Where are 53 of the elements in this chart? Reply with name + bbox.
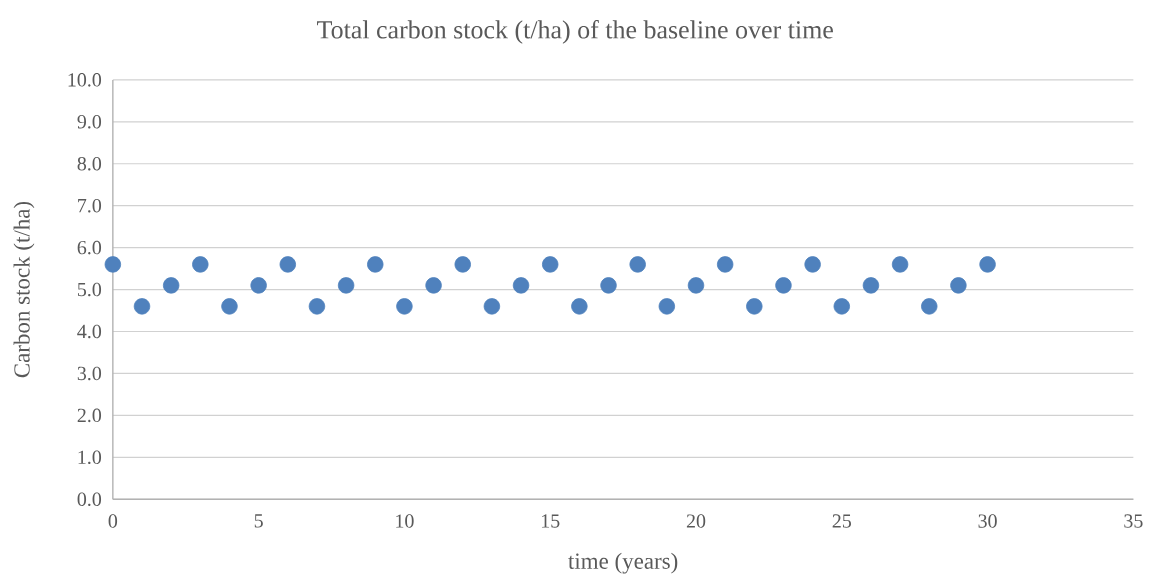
x-tick-label: 15 — [541, 514, 560, 528]
point — [192, 256, 209, 273]
point — [833, 298, 850, 315]
point — [250, 277, 267, 294]
point — [921, 298, 938, 315]
point — [162, 277, 180, 294]
point — [600, 277, 617, 294]
point — [629, 256, 646, 273]
point — [658, 298, 676, 315]
y-tick-label: 9.0 — [77, 114, 102, 129]
y-axis-title: Carbon stock (t/ha) — [13, 201, 35, 378]
point — [950, 277, 967, 294]
point — [308, 298, 326, 315]
y-tick-label: 2.0 — [77, 408, 102, 423]
point — [337, 277, 355, 294]
point — [367, 256, 384, 273]
point — [396, 298, 413, 315]
x-tick-label: 0 — [108, 514, 118, 528]
point — [104, 256, 122, 273]
point — [746, 298, 763, 315]
y-tick-label: 10.0 — [68, 72, 102, 87]
y-tick-label: 4.0 — [77, 324, 102, 339]
x-tick-label: 5 — [254, 514, 263, 528]
x-axis-title: time (years) — [568, 552, 678, 574]
point — [862, 277, 880, 294]
chart-title: Total carbon stock (t/ha) of the baseline over time — [317, 19, 833, 44]
y-tick-label: 5.0 — [77, 282, 102, 297]
y-tick-label: 8.0 — [77, 156, 102, 171]
y-tick-label: 1.0 — [78, 450, 102, 464]
y-tick-label: 7.0 — [78, 198, 102, 213]
point — [279, 256, 296, 273]
x-tick-label: 20 — [686, 514, 706, 528]
x-tick-label: 25 — [832, 514, 851, 528]
y-tick-label: 6.0 — [77, 240, 102, 255]
point — [891, 256, 909, 273]
x-tick-label: 30 — [978, 514, 997, 528]
point — [571, 298, 588, 315]
y-tick-label: 0.0 — [77, 492, 102, 506]
point — [483, 298, 501, 315]
y-tick-label: 3.0 — [77, 366, 102, 381]
point — [512, 277, 530, 294]
point — [542, 256, 559, 273]
point — [716, 256, 734, 273]
point — [979, 256, 996, 273]
point — [687, 277, 705, 294]
point — [804, 256, 821, 273]
x-tick-label: 10 — [396, 514, 414, 528]
point — [454, 256, 471, 273]
x-tick-label: 35 — [1124, 514, 1143, 528]
point — [133, 298, 151, 315]
point — [221, 298, 238, 315]
point — [775, 277, 792, 294]
point — [425, 277, 442, 294]
